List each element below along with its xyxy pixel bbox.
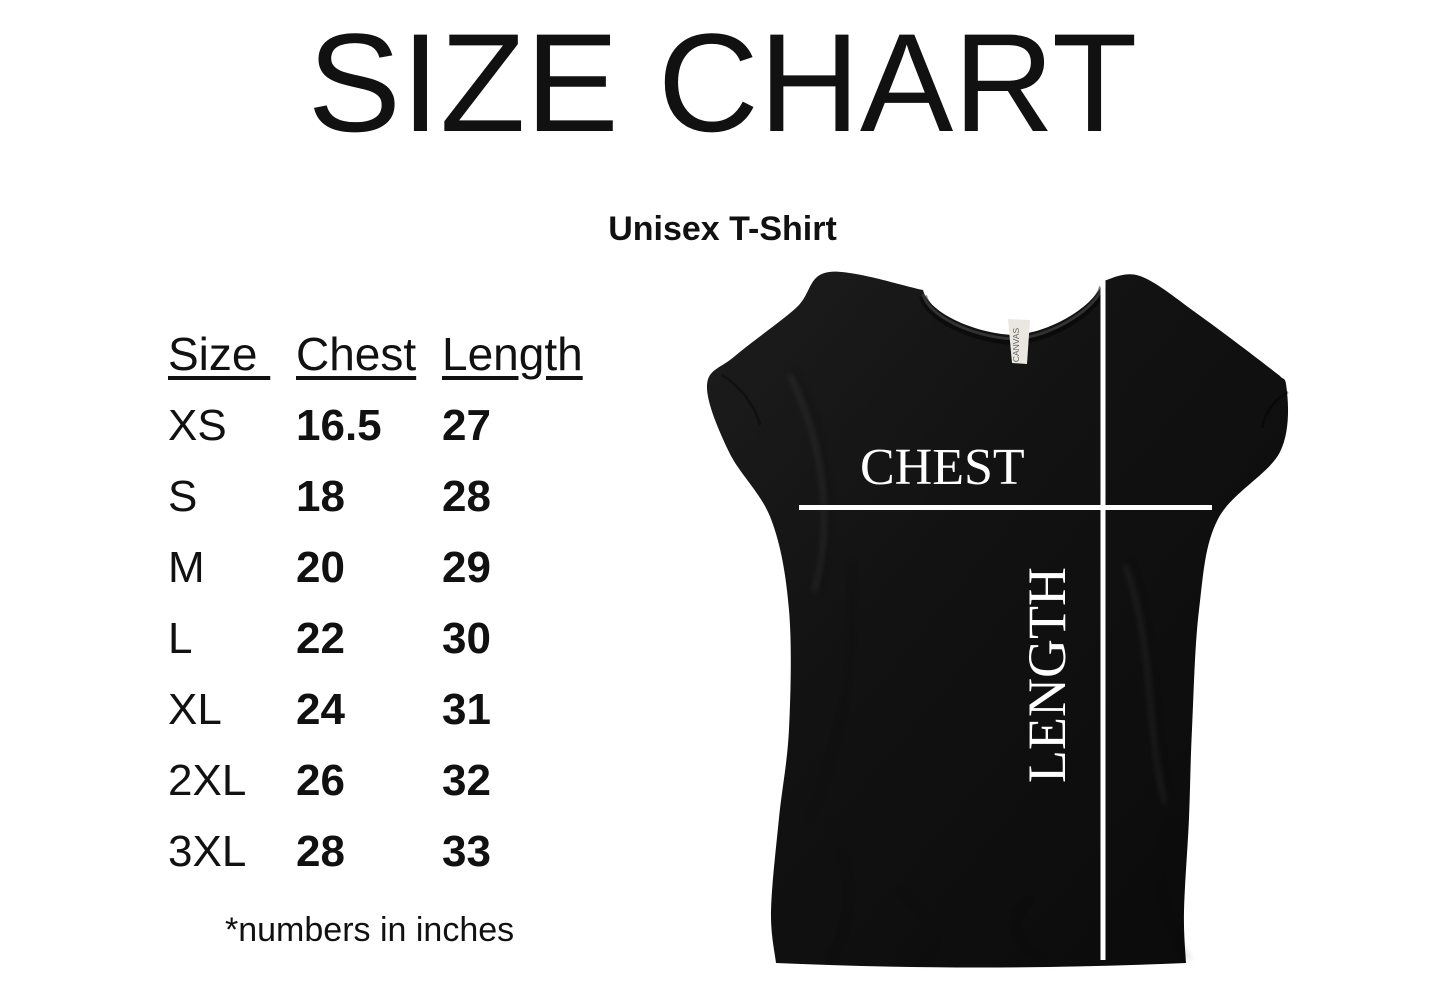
svg-text:CHEST: CHEST [860, 439, 1025, 496]
svg-text:CANVAS: CANVAS [1011, 328, 1021, 363]
svg-text:LENGTH: LENGTH [1017, 567, 1077, 783]
